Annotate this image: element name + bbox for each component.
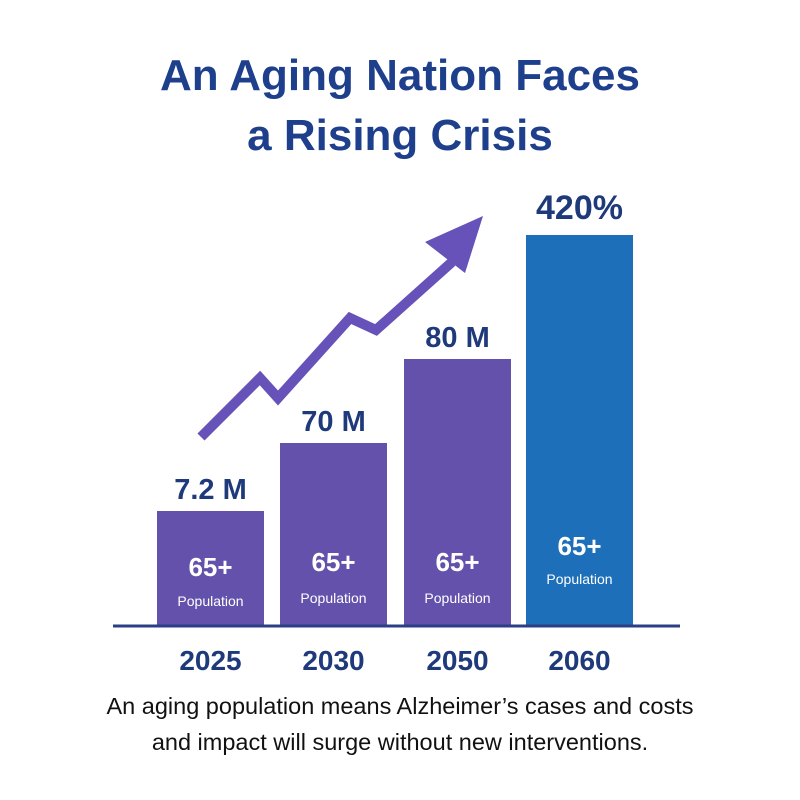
x-tick-label-2030: 2030	[302, 645, 364, 676]
bar-text-main-2025: 65+	[188, 552, 232, 582]
bar-2060	[526, 235, 633, 626]
value-label-2025: 7.2 M	[174, 474, 247, 506]
trend-arrow-line	[197, 258, 456, 441]
bar-text-sub-2025: Population	[177, 593, 243, 609]
bar-2030	[280, 443, 387, 626]
x-tick-label-2025: 2025	[179, 645, 241, 676]
value-label-2050: 80 M	[425, 322, 489, 354]
bar-text-main-2060: 65+	[557, 531, 601, 561]
bar-text-sub-2030: Population	[300, 590, 366, 606]
bar-text-main-2030: 65+	[311, 547, 355, 577]
caption-line-2: and impact will surge without new interv…	[151, 729, 649, 755]
x-tick-label-2050: 2050	[426, 645, 488, 676]
chart-caption: An aging population means Alzheimer’s ca…	[0, 688, 800, 760]
title-line-2: a Rising Crisis	[247, 111, 553, 160]
chart-title: An Aging Nation Faces a Rising Crisis	[0, 46, 800, 166]
bar-2025	[157, 511, 264, 626]
bar-2050	[404, 359, 511, 626]
bar-text-main-2050: 65+	[435, 547, 479, 577]
bar-text-sub-2060: Population	[546, 571, 612, 587]
x-tick-label-2060: 2060	[548, 645, 610, 676]
trend-arrow-head	[425, 216, 483, 273]
value-label-2030: 70 M	[301, 406, 365, 438]
value-label-2060: 420%	[536, 189, 623, 227]
title-line-1: An Aging Nation Faces	[160, 51, 640, 100]
caption-line-1: An aging population means Alzheimer’s ca…	[106, 693, 694, 719]
bar-text-sub-2050: Population	[424, 590, 490, 606]
